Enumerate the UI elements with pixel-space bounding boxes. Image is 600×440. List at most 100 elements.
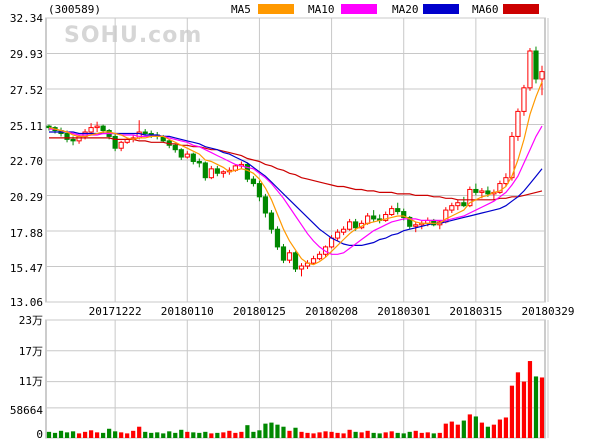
volume-bar [299, 431, 304, 438]
volume-bar [503, 417, 509, 438]
candle-body [310, 258, 317, 264]
candle-body [467, 188, 473, 207]
price-tick: 13.06 [10, 296, 43, 309]
candle-body [172, 144, 178, 151]
price-tick: 22.70 [10, 155, 43, 168]
volume-tick: 17万 [19, 345, 43, 358]
watermark: SOHU.com [64, 23, 202, 48]
volume-bar [533, 376, 539, 438]
volume-bar [371, 432, 376, 438]
price-tick: 15.47 [10, 262, 43, 275]
volume-bar [335, 432, 340, 438]
volume-bar [191, 432, 196, 438]
candle-body [76, 135, 82, 142]
candle-body [112, 135, 118, 149]
volume-bar [221, 432, 226, 438]
volume-bar [251, 431, 256, 438]
candle-body [184, 153, 190, 158]
volume-bar [341, 433, 346, 438]
volume-bar [389, 431, 394, 438]
candle-body [413, 224, 419, 227]
volume-bar [377, 433, 382, 438]
volume-bar [515, 372, 521, 438]
volume-bar [269, 422, 274, 438]
candle-body [449, 205, 455, 211]
candle-body [395, 208, 401, 213]
volume-bar [293, 427, 298, 438]
candle-body [292, 252, 299, 270]
volume-bar [497, 419, 503, 438]
volume-bar [137, 426, 142, 438]
volume-tick: 58664 [10, 404, 43, 417]
volume-bar [239, 431, 244, 438]
volume-bar [413, 430, 418, 438]
candle-body [136, 131, 142, 139]
volume-bar [76, 433, 82, 438]
ma20-line [49, 131, 543, 246]
candle-body [334, 231, 341, 239]
candle-body [539, 71, 545, 80]
volume-bar [58, 430, 64, 438]
candle-body [353, 221, 359, 229]
candle-body [274, 228, 281, 248]
candle-body [214, 168, 220, 174]
volume-bar [419, 432, 424, 438]
volume-bar [94, 432, 100, 438]
candle-body [485, 190, 491, 195]
volume-bar [521, 381, 527, 438]
candle-body [70, 138, 76, 142]
candle-body [389, 208, 395, 216]
candle-body [455, 202, 461, 207]
candle-body [371, 215, 377, 220]
price-tick: 32.34 [10, 12, 43, 25]
legend-label-ma20: MA20 [392, 3, 419, 16]
volume-axis: 23万 17万 11万 58664 0 [10, 314, 43, 440]
volume-bar [431, 433, 436, 438]
candle-body [298, 265, 305, 270]
volume-bar [185, 431, 190, 438]
legend-swatch-ma60 [503, 4, 539, 14]
plot-area [45, 17, 549, 439]
volume-bar [203, 431, 208, 438]
date-tick: 20180110 [161, 305, 214, 318]
volume-bar [323, 431, 328, 438]
volume-bar [101, 432, 106, 438]
volume-bar [509, 385, 515, 438]
volume-bar [155, 432, 160, 438]
volume-bar [449, 421, 454, 438]
volume-bar [263, 423, 268, 438]
candle-body [268, 212, 275, 230]
candle-body [479, 190, 485, 193]
volume-bar [52, 432, 58, 438]
volume-bar [88, 430, 94, 438]
volume-bar [215, 432, 220, 438]
volume-bar [173, 432, 178, 438]
price-tick: 17.88 [10, 227, 43, 240]
volume-bar [125, 433, 130, 438]
volume-bar [425, 432, 430, 438]
price-tick: 25.11 [10, 120, 43, 133]
volume-bar [46, 431, 52, 438]
volume-bar [527, 361, 533, 438]
candle-body [190, 153, 196, 162]
candle-body [515, 110, 521, 137]
volume-bar [473, 416, 478, 438]
candle-body [262, 196, 269, 214]
volume-bar [131, 430, 136, 438]
volume-bar [281, 426, 286, 438]
volume-bar [70, 431, 76, 438]
volume-tick: 23万 [19, 314, 43, 327]
volume-bar [461, 420, 466, 438]
legend-swatch-ma20 [423, 4, 459, 14]
price-tick: 27.52 [10, 84, 43, 97]
stock-code: (300589) [48, 3, 101, 16]
candle-body [365, 215, 371, 224]
candle-body [340, 228, 347, 233]
candle-body [286, 252, 293, 261]
candle-body [256, 183, 263, 198]
candle-body [64, 132, 70, 140]
volume-bar [395, 432, 400, 438]
volume-bar [233, 432, 238, 438]
volume-bar [401, 433, 406, 438]
volume-bar [287, 430, 292, 438]
